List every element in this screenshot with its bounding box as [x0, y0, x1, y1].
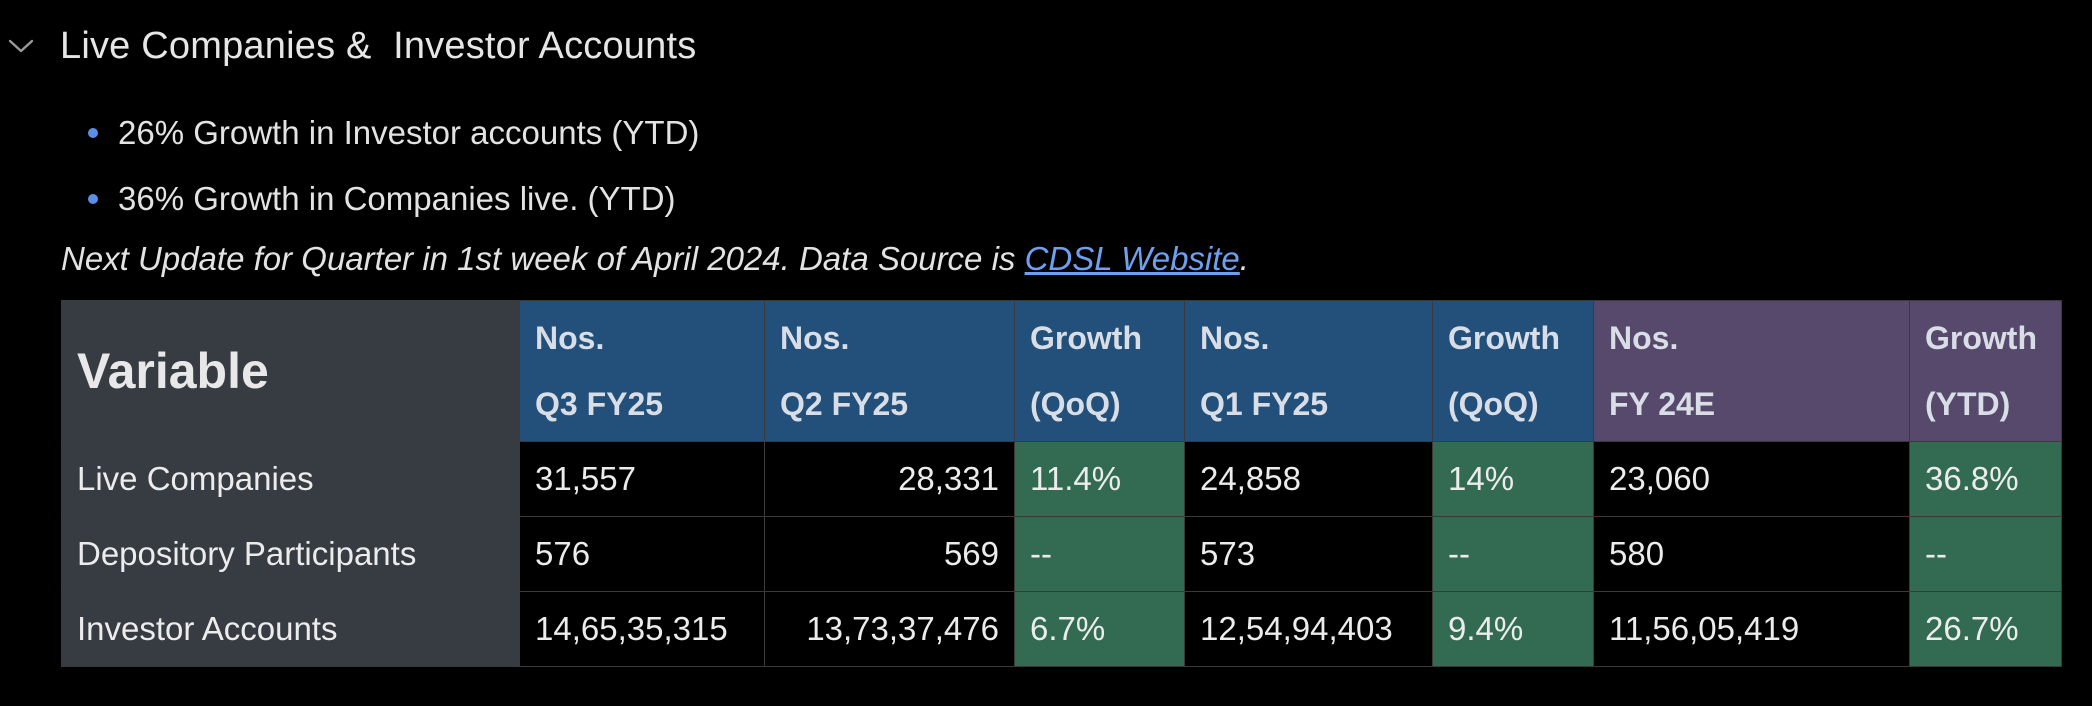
header-line: Q1 FY25 [1200, 386, 1329, 422]
list-item: 26% Growth in Investor accounts (YTD) [88, 108, 699, 174]
growth-cell: 9.4% [1432, 591, 1594, 667]
list-item: 36% Growth in Companies live. (YTD) [88, 174, 699, 240]
row-label: Investor Accounts [61, 591, 520, 667]
note-suffix: . [1239, 240, 1249, 277]
update-note: Next Update for Quarter in 1st week of A… [61, 240, 1249, 278]
section-title: Live Companies & Investor Accounts [60, 24, 697, 67]
header-growth-qoq: Growth (QoQ) [1014, 300, 1185, 442]
bullet-text: 36% Growth in Companies live. (YTD) [118, 180, 676, 217]
growth-cell: 14% [1432, 441, 1594, 517]
header-line: (QoQ) [1448, 386, 1539, 422]
header-line: Nos. [535, 320, 605, 356]
row-label: Depository Participants [61, 516, 520, 592]
table-cell: 13,73,37,476 [764, 591, 1015, 667]
table-header-row: Variable Nos. Q3 FY25 Nos. Q2 FY25 Growt… [61, 300, 2062, 442]
section-header: Live Companies & Investor Accounts [0, 18, 696, 74]
growth-cell: -- [1432, 516, 1594, 592]
growth-cell: 11.4% [1014, 441, 1185, 517]
growth-cell: -- [1014, 516, 1185, 592]
header-line: Nos. [780, 320, 850, 356]
table-cell: 569 [764, 516, 1015, 592]
table-row: Depository Participants 576 569 -- 573 -… [61, 516, 2062, 592]
table-cell: 576 [519, 516, 765, 592]
note-text: Next Update for Quarter in 1st week of A… [61, 240, 1025, 277]
data-table: Variable Nos. Q3 FY25 Nos. Q2 FY25 Growt… [61, 300, 2062, 667]
header-nos-q1-fy25: Nos. Q1 FY25 [1184, 300, 1433, 442]
table-cell: 23,060 [1593, 441, 1910, 517]
header-line: Nos. [1609, 320, 1679, 356]
header-line: FY 24E [1609, 386, 1716, 422]
table-cell: 573 [1184, 516, 1433, 592]
growth-cell: 6.7% [1014, 591, 1185, 667]
growth-cell: 26.7% [1909, 591, 2062, 667]
header-line: Growth [1925, 320, 2037, 356]
header-nos-q2-fy25: Nos. Q2 FY25 [764, 300, 1015, 442]
header-line: Q3 FY25 [535, 386, 664, 422]
header-line: Nos. [1200, 320, 1270, 356]
header-variable: Variable [61, 300, 520, 442]
header-line: (YTD) [1925, 386, 2011, 422]
table-cell: 24,858 [1184, 441, 1433, 517]
table-row: Live Companies 31,557 28,331 11.4% 24,85… [61, 441, 2062, 517]
header-nos-q3-fy25: Nos. Q3 FY25 [519, 300, 765, 442]
table-cell: 28,331 [764, 441, 1015, 517]
header-nos-fy24e: Nos. FY 24E [1593, 300, 1910, 442]
header-line: (QoQ) [1030, 386, 1121, 422]
table-cell: 580 [1593, 516, 1910, 592]
table-cell: 31,557 [519, 441, 765, 517]
header-line: Growth [1030, 320, 1142, 356]
table-cell: 14,65,35,315 [519, 591, 765, 667]
chevron-down-icon[interactable] [0, 18, 60, 74]
header-line: Q2 FY25 [780, 386, 909, 422]
table-cell: 11,56,05,419 [1593, 591, 1910, 667]
table-row: Investor Accounts 14,65,35,315 13,73,37,… [61, 591, 2062, 667]
growth-cell: -- [1909, 516, 2062, 592]
table-cell: 12,54,94,403 [1184, 591, 1433, 667]
row-label: Live Companies [61, 441, 520, 517]
header-growth-ytd: Growth (YTD) [1909, 300, 2062, 442]
bullet-icon [88, 128, 98, 138]
growth-cell: 36.8% [1909, 441, 2062, 517]
bullet-icon [88, 194, 98, 204]
header-line: Growth [1448, 320, 1560, 356]
bullet-text: 26% Growth in Investor accounts (YTD) [118, 114, 700, 151]
bullet-list: 26% Growth in Investor accounts (YTD) 36… [88, 108, 699, 240]
cdsl-website-link[interactable]: CDSL Website [1024, 240, 1240, 277]
header-growth-qoq-2: Growth (QoQ) [1432, 300, 1594, 442]
